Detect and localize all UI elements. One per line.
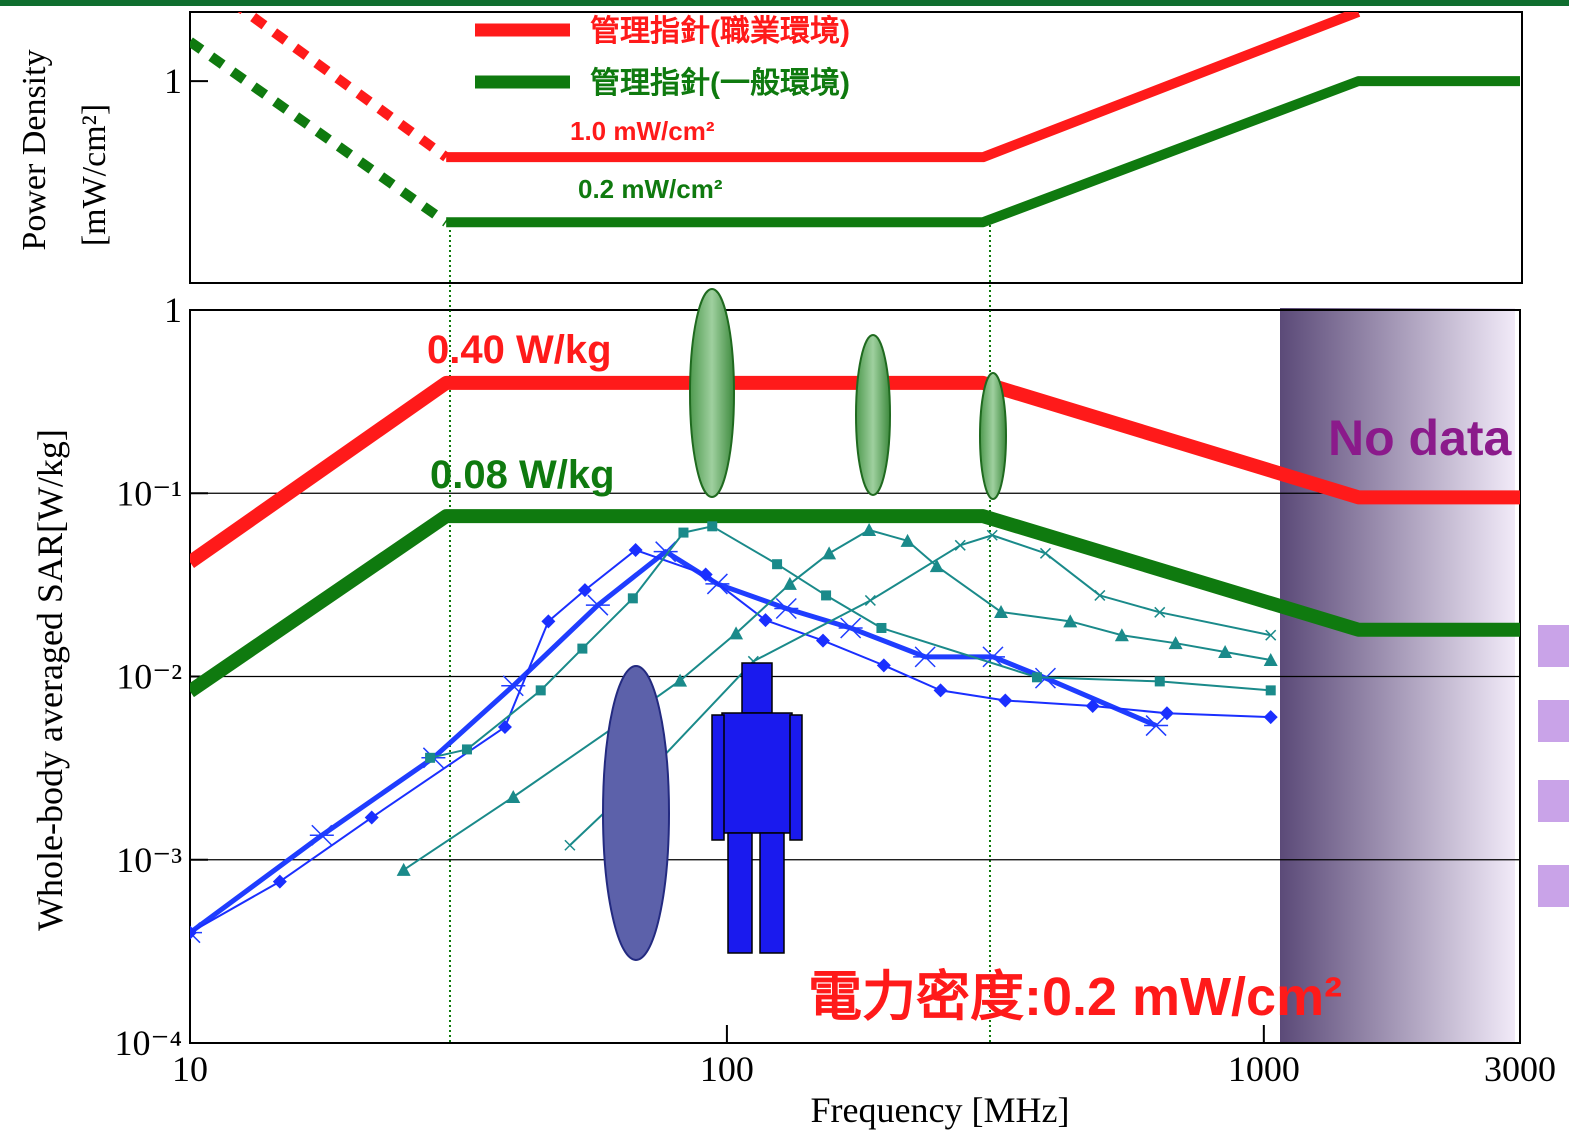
marker	[994, 605, 1008, 618]
y-axis-label: [mW/cm²]	[76, 104, 113, 246]
marker	[816, 634, 830, 648]
marker	[536, 685, 546, 695]
y-tick-label: 10⁻²	[116, 657, 182, 697]
annotation: 1.0 mW/cm²	[570, 116, 715, 146]
annotation: 0.2 mW/cm²	[578, 174, 723, 204]
marker	[862, 523, 876, 536]
annotation: 0.08 W/kg	[430, 453, 615, 497]
annotation: No data	[1328, 410, 1513, 466]
marker	[876, 623, 886, 633]
series-line	[190, 552, 1156, 933]
marker	[577, 644, 587, 654]
legend-swatches	[1538, 625, 1569, 907]
legend-label: 管理指針(職業環境)	[590, 14, 850, 48]
marker	[955, 540, 965, 550]
marker	[707, 521, 717, 531]
marker	[987, 530, 997, 540]
annotation: 0.40 W/kg	[427, 328, 612, 372]
x-tick-label: 100	[700, 1049, 754, 1089]
y-tick-label: 10⁻³	[116, 840, 182, 880]
y-axis-label: Whole-body averaged SAR[W/kg]	[30, 429, 70, 931]
marker	[628, 593, 638, 603]
marker	[506, 790, 520, 803]
marker	[839, 618, 863, 638]
legend-label: 管理指針(一般環境)	[590, 66, 850, 100]
marker	[1266, 685, 1276, 695]
marker	[772, 559, 782, 569]
y-tick-label: 1	[164, 61, 182, 101]
marker	[934, 683, 948, 697]
series-group	[190, 0, 1520, 222]
marker	[365, 811, 379, 825]
y-tick-label: 1	[164, 290, 182, 330]
y-tick-label: 10⁻¹	[116, 473, 182, 513]
marker	[913, 647, 937, 667]
chart-figure: Power Density [mW/cm²] Whole-body averag…	[0, 0, 1569, 1133]
x-tick-label: 3000	[1484, 1049, 1556, 1089]
marker	[774, 599, 798, 619]
marker	[462, 744, 472, 754]
annotation: 電力密度:0.2 mW/cm²	[808, 967, 1342, 1027]
top-bar	[0, 0, 1569, 6]
series-line	[570, 535, 1271, 845]
marker	[273, 875, 287, 889]
marker	[865, 595, 875, 605]
marker	[1155, 676, 1165, 686]
marker	[425, 753, 435, 763]
marker	[1264, 710, 1278, 724]
x-axis-label: Frequency [MHz]	[811, 1090, 1070, 1130]
marker	[877, 658, 891, 672]
top-plot-frame	[190, 12, 1522, 283]
marker	[1160, 706, 1174, 720]
marker	[1040, 548, 1050, 558]
marker	[822, 546, 836, 559]
page: {"chart_data":[ {"type":"line","ylabel":…	[0, 0, 1569, 1133]
marker	[565, 840, 575, 850]
marker	[1032, 672, 1042, 682]
marker	[678, 528, 688, 538]
x-tick-label: 10	[172, 1049, 208, 1089]
series-line	[404, 530, 1271, 870]
marker	[1144, 716, 1168, 736]
x-tick-label: 1000	[1228, 1049, 1300, 1089]
marker	[397, 863, 411, 876]
marker	[998, 693, 1012, 707]
marker	[821, 590, 831, 600]
y-axis-label: Power Density	[16, 49, 53, 250]
